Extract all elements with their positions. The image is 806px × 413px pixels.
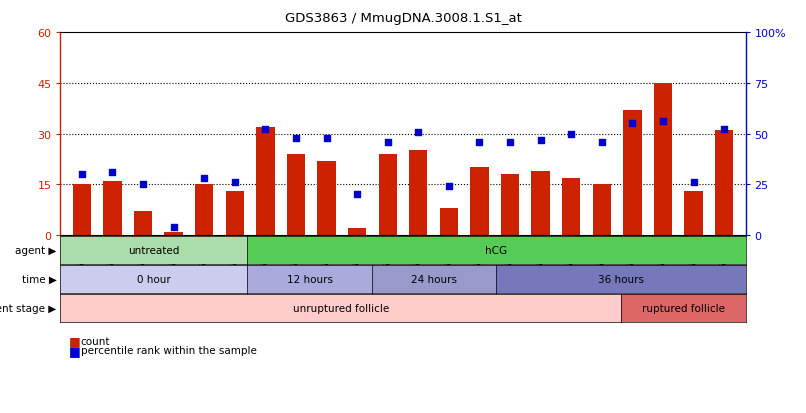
Point — [504, 139, 517, 146]
Bar — [103, 181, 122, 235]
Text: ■: ■ — [69, 344, 81, 357]
Bar — [409, 151, 427, 235]
Text: untreated: untreated — [128, 245, 180, 255]
Point — [565, 131, 578, 138]
Point — [289, 135, 302, 142]
Point — [473, 139, 486, 146]
Bar — [654, 83, 672, 235]
Bar — [562, 178, 580, 235]
Bar — [440, 209, 458, 235]
Point — [534, 137, 547, 144]
Bar — [684, 192, 703, 235]
Point — [197, 176, 210, 182]
Text: 0 hour: 0 hour — [137, 274, 171, 284]
Bar — [470, 168, 488, 235]
Point — [76, 171, 89, 178]
Text: 12 hours: 12 hours — [287, 274, 333, 284]
Bar — [318, 161, 336, 235]
Point — [106, 169, 119, 176]
Bar — [256, 128, 275, 235]
Point — [320, 135, 333, 142]
Text: time ▶: time ▶ — [22, 274, 56, 284]
Bar — [623, 111, 642, 235]
Point — [167, 224, 180, 230]
Text: percentile rank within the sample: percentile rank within the sample — [81, 345, 256, 355]
Text: 24 hours: 24 hours — [411, 274, 457, 284]
Point — [626, 121, 639, 127]
Point — [381, 139, 394, 146]
Text: GDS3863 / MmugDNA.3008.1.S1_at: GDS3863 / MmugDNA.3008.1.S1_at — [285, 12, 521, 25]
Bar — [73, 185, 91, 235]
Text: count: count — [81, 336, 110, 346]
Text: 36 hours: 36 hours — [598, 274, 644, 284]
Point — [136, 182, 149, 188]
Bar — [531, 171, 550, 235]
Text: hCG: hCG — [485, 245, 508, 255]
Bar — [348, 229, 366, 235]
Point — [442, 183, 455, 190]
Point — [657, 119, 670, 126]
Bar — [226, 192, 244, 235]
Point — [412, 129, 425, 135]
Bar — [134, 212, 152, 235]
Point — [351, 192, 364, 198]
Point — [717, 127, 730, 133]
Text: ■: ■ — [69, 334, 81, 347]
Point — [687, 180, 700, 186]
Bar — [195, 185, 214, 235]
Text: ruptured follicle: ruptured follicle — [642, 303, 725, 313]
Bar — [379, 154, 397, 235]
Bar — [164, 232, 183, 235]
Bar — [501, 175, 519, 235]
Point — [596, 139, 609, 146]
Bar — [287, 154, 305, 235]
Text: agent ▶: agent ▶ — [15, 245, 56, 255]
Bar — [715, 131, 733, 235]
Point — [228, 180, 241, 186]
Point — [259, 127, 272, 133]
Bar — [592, 185, 611, 235]
Text: development stage ▶: development stage ▶ — [0, 303, 56, 313]
Text: unruptured follicle: unruptured follicle — [293, 303, 388, 313]
